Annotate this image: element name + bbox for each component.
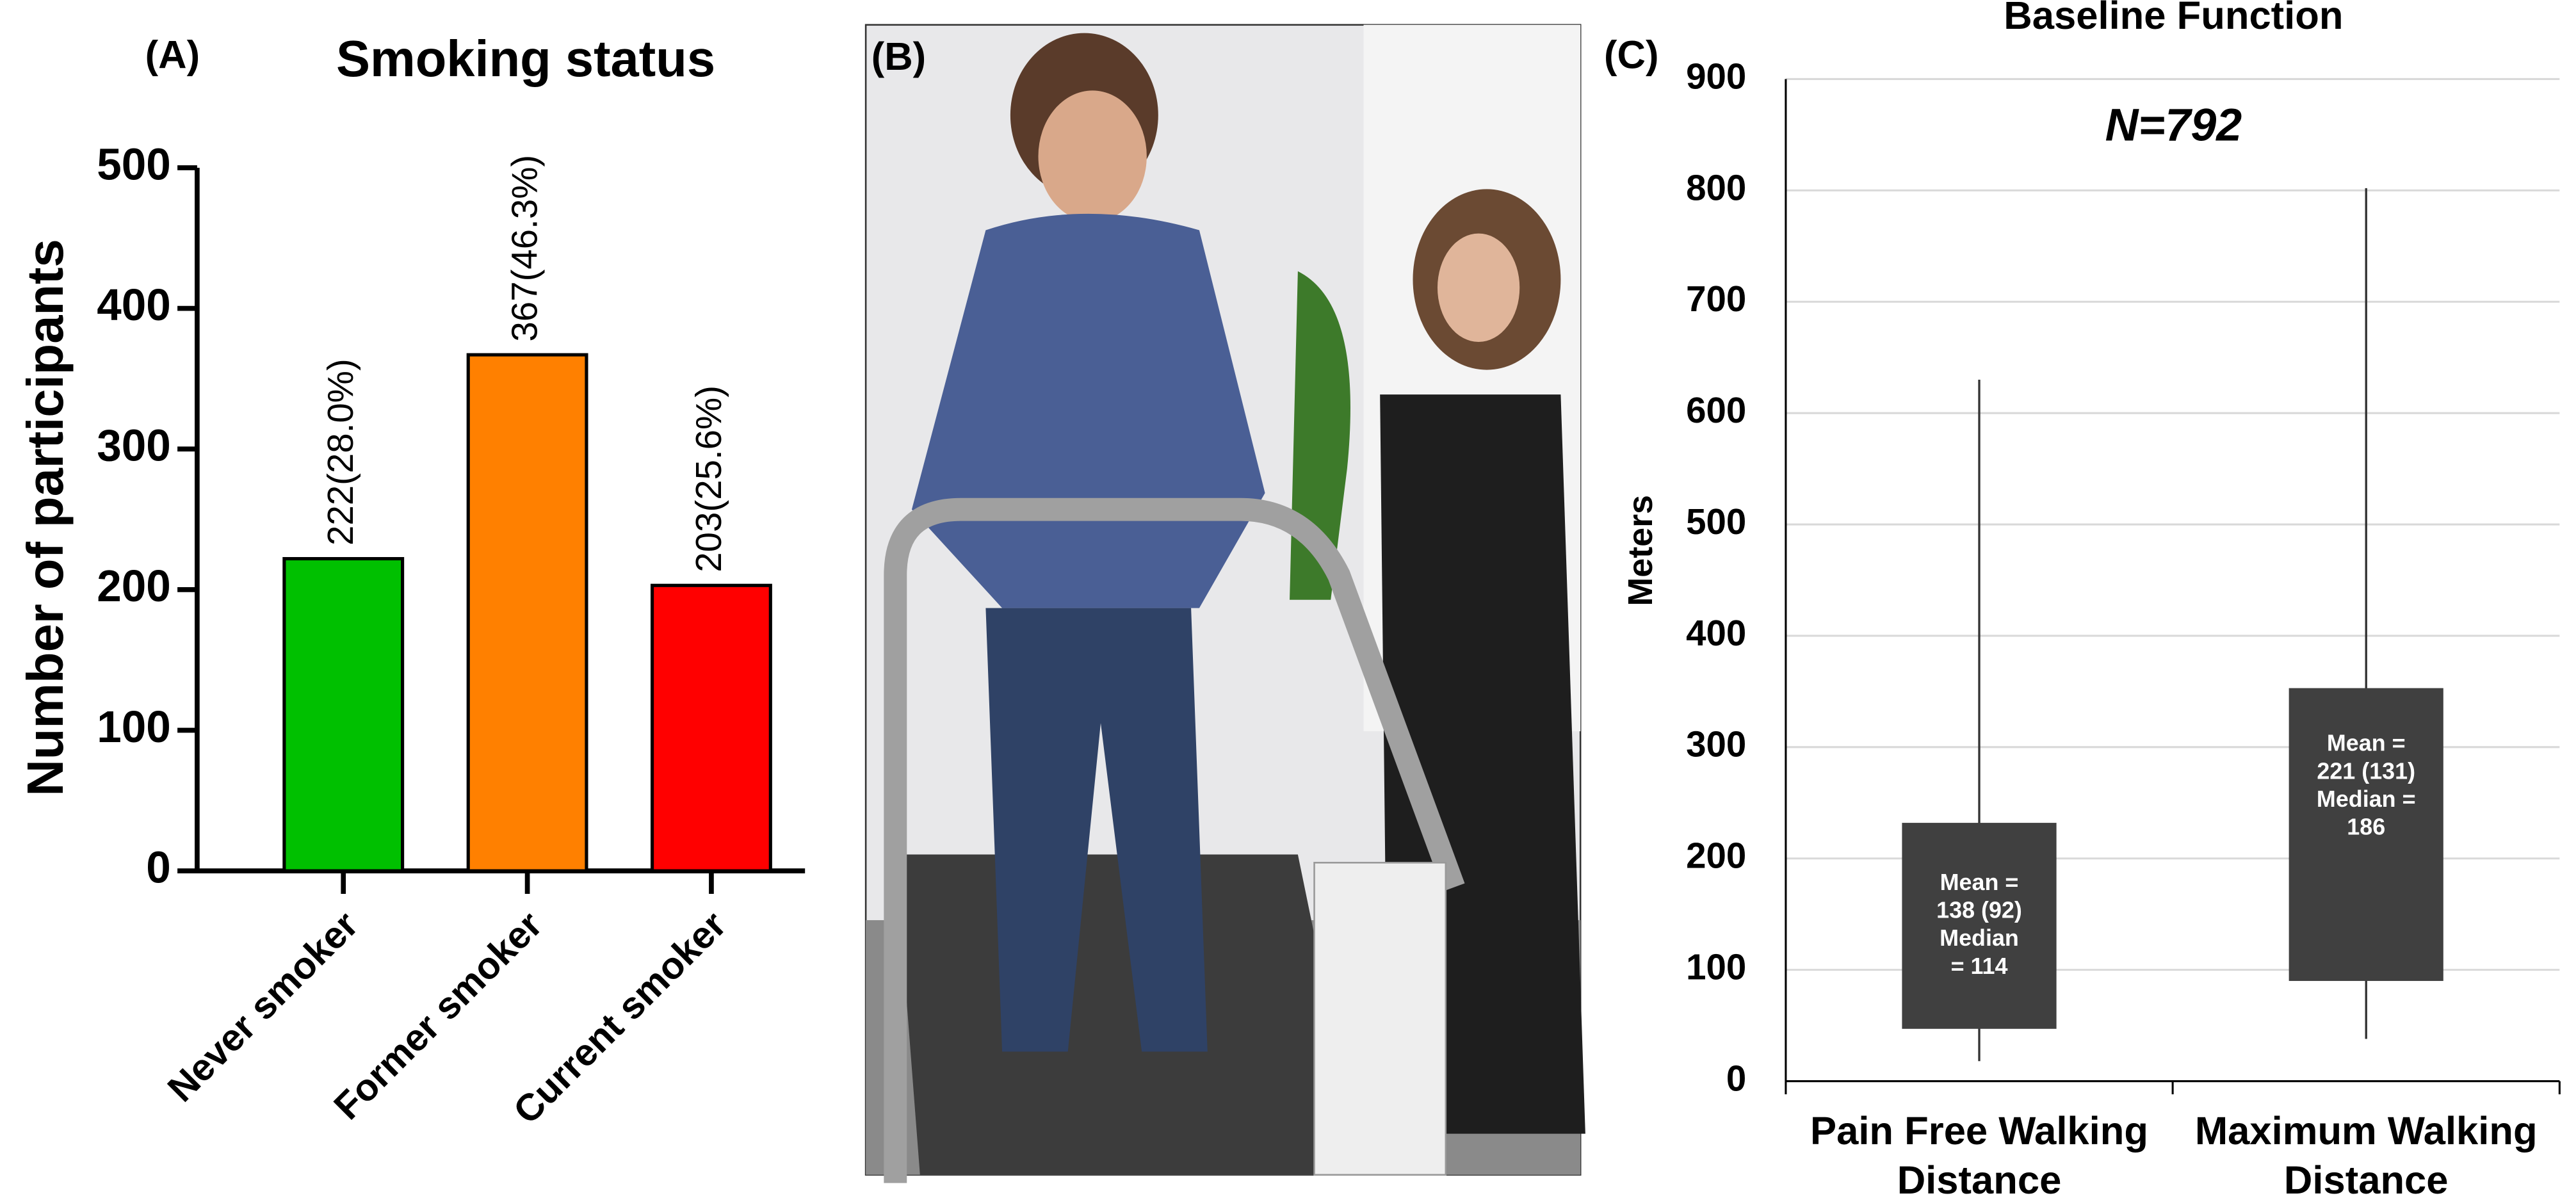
y-tick-label: 100 — [97, 702, 171, 752]
x-tick-label: Distance — [1897, 1158, 2062, 1198]
y-axis-label: Number of participants — [17, 239, 74, 796]
value-label: 222(28.0%) — [320, 359, 360, 546]
box-text: 186 — [2347, 814, 2385, 840]
y-tick-label: 300 — [97, 421, 171, 471]
value-label: 367(46.3%) — [504, 155, 544, 342]
chart-title: Smoking status — [336, 30, 715, 87]
photo-face-2 — [1438, 234, 1519, 342]
y-tick-label: 100 — [1686, 947, 1746, 987]
bar — [652, 585, 771, 871]
y-tick-label: 200 — [97, 561, 171, 611]
y-tick-label: 200 — [1686, 836, 1746, 876]
y-tick-label: 700 — [1686, 279, 1746, 319]
y-axis-label: Meters — [1621, 495, 1660, 606]
x-tick-label: Pain Free Walking — [1810, 1109, 2148, 1153]
chart-title: Baseline Function — [2004, 0, 2343, 38]
photo — [866, 25, 1585, 1183]
y-tick-label: 400 — [1686, 613, 1746, 653]
x-tick-label: Maximum Walking — [2195, 1109, 2538, 1153]
y-tick-label: 300 — [1686, 724, 1746, 765]
figure: (B) (A) Smoking status Number of participa… — [0, 0, 2576, 1198]
y-tick-label: 900 — [1686, 56, 1746, 96]
x-tick-label: Distance — [2284, 1158, 2449, 1198]
panel-label: (A) — [145, 33, 200, 77]
annotation: N=792 — [2105, 99, 2242, 150]
bar — [468, 355, 587, 871]
y-tick-label: 400 — [97, 280, 171, 330]
box-text: Median = — [2317, 786, 2416, 812]
box-text: Mean = — [2327, 730, 2406, 756]
box-text: Median — [1940, 925, 2019, 951]
box-text: 221 (131) — [2317, 757, 2415, 784]
value-label: 203(25.6%) — [688, 385, 729, 572]
panel-label: (C) — [1604, 33, 1658, 77]
y-tick-label: 800 — [1686, 167, 1746, 207]
photo-device — [1315, 862, 1446, 1174]
photo-face — [1039, 90, 1147, 222]
y-tick-label: 500 — [1686, 501, 1746, 542]
panel-label: (B) — [871, 35, 926, 79]
y-tick-label: 0 — [1726, 1058, 1746, 1098]
box-text: 138 (92) — [1936, 897, 2022, 923]
box-text: Mean = — [1940, 869, 2019, 895]
x-tick-label: Never smoker — [159, 903, 366, 1110]
y-tick-label: 500 — [97, 139, 171, 189]
bar — [284, 559, 403, 871]
page: (B) (A) Smoking status Number of participa… — [0, 0, 2576, 1198]
y-tick-label: 600 — [1686, 390, 1746, 430]
box-text: = 114 — [1951, 953, 2008, 979]
y-tick-label: 0 — [146, 842, 171, 892]
